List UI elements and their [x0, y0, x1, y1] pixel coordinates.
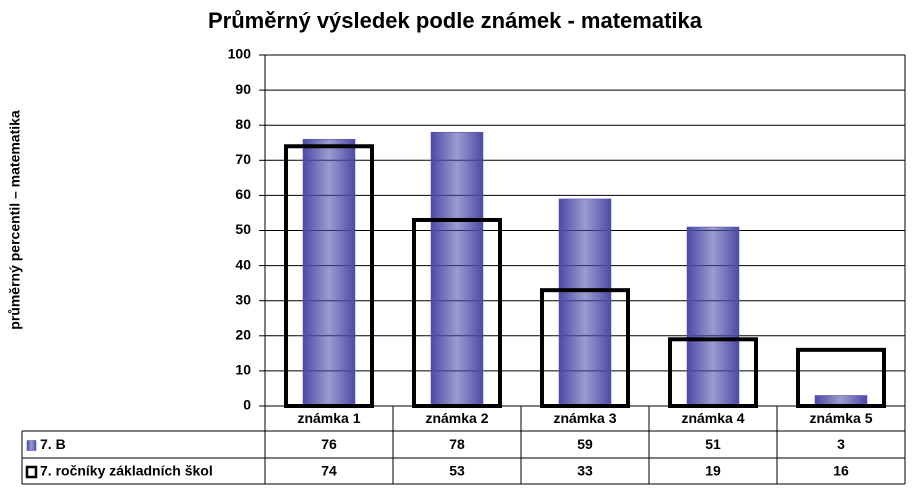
bar	[430, 131, 484, 407]
y-tick-label: 30	[235, 291, 251, 307]
x-tick-label: známka 1	[297, 410, 360, 426]
y-tick-label: 80	[235, 116, 251, 132]
x-tick-label: známka 4	[681, 410, 744, 426]
x-tick-label: známka 2	[425, 410, 488, 426]
y-tick-label: 70	[235, 151, 251, 167]
y-tick-label: 0	[243, 397, 251, 413]
y-tick-label: 10	[235, 362, 251, 378]
table-value: 59	[577, 436, 593, 452]
bar	[558, 198, 612, 407]
bar	[686, 226, 740, 407]
bar	[302, 138, 356, 407]
y-axis-label: průměrný percentil – matematika	[7, 110, 23, 330]
table-value: 3	[837, 436, 845, 452]
table-value: 33	[577, 463, 593, 479]
y-tick-label: 20	[235, 327, 251, 343]
legend-marker	[25, 465, 38, 479]
chart-title: Průměrný výsledek podle známek - matemat…	[208, 8, 703, 33]
x-tick-label: známka 5	[809, 410, 872, 426]
legend-marker	[26, 440, 37, 451]
y-tick-label: 60	[235, 186, 251, 202]
table-value: 78	[449, 436, 465, 452]
y-tick-label: 40	[235, 256, 251, 272]
table-value: 16	[833, 463, 849, 479]
y-tick-label: 50	[235, 221, 251, 237]
table-value: 53	[449, 463, 465, 479]
legend-label: 7. B	[40, 436, 66, 452]
table-value: 76	[321, 436, 337, 452]
x-tick-label: známka 3	[553, 410, 616, 426]
table-value: 74	[321, 463, 337, 479]
table-value: 51	[705, 436, 721, 452]
y-tick-label: 100	[228, 46, 252, 62]
legend-label: 7. ročníky základních škol	[40, 463, 213, 479]
y-tick-label: 90	[235, 81, 251, 97]
table-value: 19	[705, 463, 721, 479]
